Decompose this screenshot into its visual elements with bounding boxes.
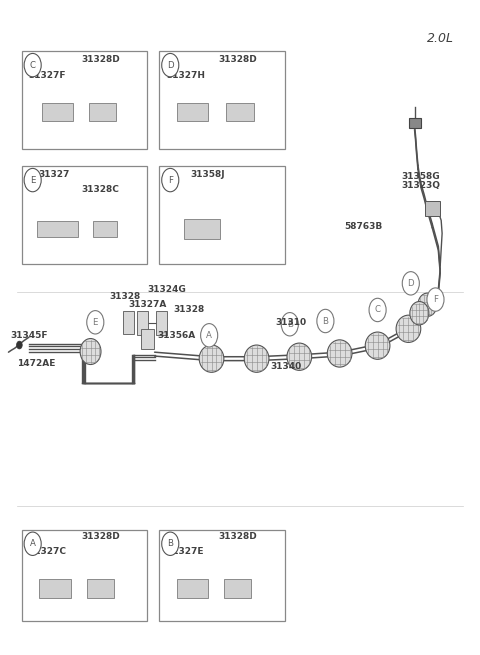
Text: 31327H: 31327H (167, 71, 205, 80)
Text: E: E (93, 318, 98, 327)
FancyBboxPatch shape (424, 201, 440, 216)
Ellipse shape (199, 345, 224, 372)
Text: D: D (408, 279, 414, 288)
Circle shape (427, 288, 444, 311)
Ellipse shape (418, 293, 437, 316)
FancyBboxPatch shape (93, 221, 117, 236)
Ellipse shape (365, 332, 390, 360)
Text: 31327E: 31327E (167, 547, 204, 556)
Text: C: C (30, 61, 36, 69)
Ellipse shape (327, 340, 352, 367)
FancyBboxPatch shape (89, 103, 116, 121)
Text: D: D (167, 61, 174, 69)
Text: 31345F: 31345F (10, 331, 48, 341)
Text: B: B (287, 320, 293, 329)
Circle shape (369, 298, 386, 322)
Text: F: F (168, 176, 173, 185)
Text: E: E (30, 176, 36, 185)
Text: 1472AE: 1472AE (17, 359, 55, 367)
Text: 31323Q: 31323Q (401, 181, 440, 191)
FancyBboxPatch shape (22, 52, 147, 149)
Text: 31328: 31328 (174, 305, 205, 314)
Text: 31327: 31327 (38, 170, 70, 179)
Text: 58763B: 58763B (344, 222, 383, 231)
FancyBboxPatch shape (184, 219, 220, 238)
Circle shape (162, 54, 179, 77)
Text: 31340: 31340 (271, 362, 302, 371)
Circle shape (317, 309, 334, 333)
Text: A: A (30, 539, 36, 548)
Text: F: F (433, 295, 438, 304)
Ellipse shape (80, 339, 101, 365)
FancyBboxPatch shape (177, 580, 208, 597)
Text: 31328: 31328 (109, 293, 141, 301)
FancyBboxPatch shape (159, 166, 285, 264)
FancyBboxPatch shape (22, 166, 147, 264)
FancyBboxPatch shape (141, 329, 154, 349)
Text: 31328D: 31328D (81, 532, 120, 541)
FancyBboxPatch shape (42, 103, 72, 121)
FancyBboxPatch shape (178, 103, 208, 121)
FancyBboxPatch shape (36, 221, 78, 236)
FancyBboxPatch shape (159, 52, 285, 149)
Text: 31358J: 31358J (190, 170, 225, 179)
FancyBboxPatch shape (227, 103, 253, 121)
Text: 31327C: 31327C (29, 547, 67, 556)
Text: 31324G: 31324G (147, 286, 186, 294)
FancyBboxPatch shape (22, 530, 147, 621)
Circle shape (24, 532, 41, 555)
Circle shape (24, 54, 41, 77)
FancyBboxPatch shape (159, 530, 285, 621)
Circle shape (281, 312, 299, 336)
Ellipse shape (287, 343, 312, 370)
Text: 31358G: 31358G (401, 172, 440, 181)
Text: A: A (206, 331, 212, 340)
Text: 31310: 31310 (276, 318, 307, 328)
FancyBboxPatch shape (86, 580, 114, 597)
Ellipse shape (396, 315, 421, 343)
Text: 2.0L: 2.0L (427, 32, 455, 45)
FancyBboxPatch shape (39, 580, 71, 597)
Text: 31328D: 31328D (219, 56, 257, 64)
FancyBboxPatch shape (123, 310, 134, 334)
FancyBboxPatch shape (137, 311, 148, 335)
Ellipse shape (410, 301, 429, 325)
Circle shape (402, 272, 420, 295)
Text: B: B (167, 539, 173, 548)
Text: C: C (374, 305, 381, 314)
Circle shape (16, 341, 22, 349)
Circle shape (24, 168, 41, 192)
Text: B: B (323, 316, 328, 326)
Circle shape (201, 324, 218, 347)
Circle shape (87, 310, 104, 334)
FancyBboxPatch shape (224, 580, 251, 597)
FancyBboxPatch shape (156, 311, 168, 335)
Circle shape (162, 532, 179, 555)
Text: 31328D: 31328D (81, 56, 120, 64)
FancyBboxPatch shape (409, 118, 421, 128)
Circle shape (162, 168, 179, 192)
Text: 31328C: 31328C (81, 185, 119, 195)
Text: 31356A: 31356A (157, 331, 195, 341)
Text: 31328D: 31328D (219, 532, 257, 541)
Ellipse shape (244, 345, 269, 372)
Text: 31327A: 31327A (129, 300, 167, 309)
Text: 31327F: 31327F (29, 71, 66, 80)
